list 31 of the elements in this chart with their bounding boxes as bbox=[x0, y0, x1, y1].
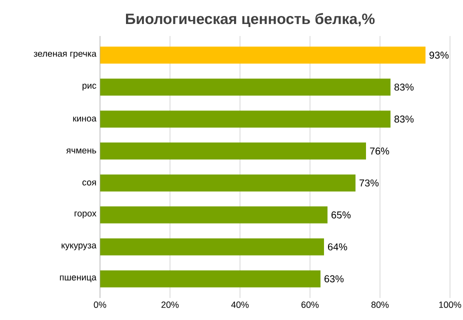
data-label: 65% bbox=[332, 211, 351, 218]
bar bbox=[100, 206, 328, 224]
bar bbox=[100, 142, 366, 160]
x-tick-label: 100% bbox=[439, 302, 462, 308]
y-tick-label: ячмень bbox=[66, 148, 96, 154]
chart-title: Биологическая ценность белка,% bbox=[126, 13, 375, 27]
bar bbox=[100, 270, 321, 288]
x-tick-label: 80% bbox=[371, 302, 389, 308]
data-label: 93% bbox=[429, 52, 449, 59]
x-tick-label: 20% bbox=[161, 302, 179, 308]
x-tick-label: 40% bbox=[231, 302, 249, 308]
data-label: 63% bbox=[324, 275, 344, 282]
data-label: 64% bbox=[328, 243, 348, 250]
bar bbox=[100, 78, 391, 96]
data-label: 73% bbox=[360, 179, 379, 186]
data-label: 83% bbox=[394, 84, 414, 91]
bar bbox=[100, 238, 324, 256]
data-label: 83% bbox=[394, 116, 414, 123]
bar bbox=[100, 110, 391, 128]
x-tick-label: 60% bbox=[301, 302, 319, 308]
y-tick-label: кукуруза bbox=[62, 244, 96, 250]
y-tick-label: пшеница bbox=[60, 276, 96, 282]
y-tick-label: соя bbox=[82, 180, 96, 186]
y-tick-label: горох bbox=[74, 212, 96, 218]
bar bbox=[100, 46, 426, 64]
y-tick-label: киноа bbox=[73, 116, 96, 122]
y-tick-label: рис bbox=[82, 84, 96, 90]
y-tick-label: зеленая гречка bbox=[34, 52, 96, 59]
x-tick-label: 0% bbox=[94, 302, 106, 308]
bar bbox=[100, 174, 356, 192]
data-label: 76% bbox=[370, 148, 390, 155]
